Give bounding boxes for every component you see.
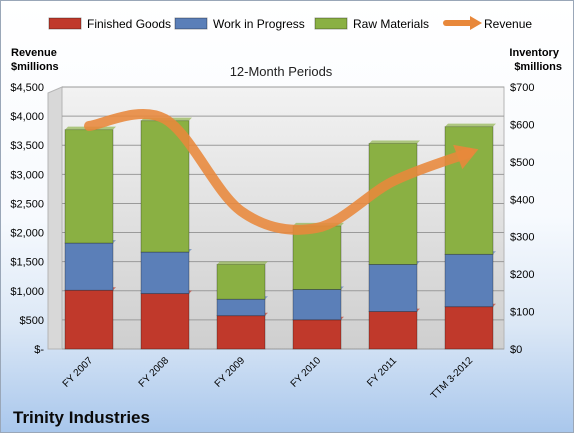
bar-segment [140,120,190,253]
bar-segment [64,289,114,350]
legend-swatch [314,17,348,30]
company-name: Trinity Industries [13,408,150,427]
plot-side-wall [47,86,63,350]
right-tick-label: $600 [510,119,534,131]
legend-label: Work in Progress [213,17,305,31]
bar-segment [216,315,266,350]
bar-segment-top [217,261,268,265]
right-tick-label: $100 [510,307,534,319]
bar-segment [64,129,114,244]
bar-segment [216,298,266,317]
category-label: FY 2011 [365,355,399,389]
bar-segment-top [445,123,496,127]
bar-segment [368,311,418,350]
right-axis-label-line-2: $millions [514,61,562,73]
bar-segment [444,253,494,308]
right-tick-label: $700 [510,82,534,94]
right-tick-label: $300 [510,232,534,244]
legend-swatch [48,17,82,30]
left-tick-label: $2,000 [10,228,44,240]
bar-segment [64,242,114,291]
category-label: TTM 3-2012 [429,355,476,402]
right-tick-label: $0 [510,344,522,356]
right-axis-label-line-1: Inventory [509,47,559,59]
bar-segment [292,225,342,290]
right-tick-label: $500 [510,157,534,169]
category-label: FY 2008 [137,355,172,390]
category-label: FY 2007 [61,355,96,390]
revenue-line [84,109,474,235]
bar-segment [216,264,266,300]
category-label: FY 2010 [289,355,324,390]
right-tick-label: $400 [510,194,534,206]
left-tick-label: $2,500 [10,198,44,210]
bar-segment [368,264,418,312]
left-tick-label: $500 [20,315,44,327]
left-axis-label-line-2: $millions [11,61,59,73]
legend-arrow-swatch [470,16,482,30]
legend: Finished Goods Work in Progress Raw Materi… [48,16,532,31]
plot-wall [61,86,505,350]
right-axis-label: Inventory $millions [509,47,562,73]
legend-label: Raw Materials [353,17,429,31]
legend-swatch [174,17,208,30]
bar-segment [444,306,494,350]
legend-label: Finished Goods [87,17,171,31]
plot-area: $- $500 $1,000 $1,500 $2,000 $2,500 $3,000 $3,5… [10,82,534,402]
revenue-arrowhead [453,144,479,170]
bar-segment [140,251,190,295]
bar-segment [444,126,494,255]
left-tick-label: $4,500 [10,82,44,94]
left-tick-label: $- [34,344,44,356]
bar-segment [292,319,342,350]
bar-segment [368,143,418,265]
legend-label: Revenue [484,17,532,31]
left-tick-label: $1,000 [10,286,44,298]
bar-segment [292,289,342,321]
category-label: FY 2009 [213,355,248,390]
left-tick-label: $4,000 [10,111,44,123]
bar-segment [140,293,190,350]
left-axis-label: Revenue $millions [11,47,60,73]
left-tick-label: $3,000 [10,169,44,181]
chart-title: 12-Month Periods [230,64,333,79]
left-tick-label: $1,500 [10,257,44,269]
bar-segment-top [369,140,420,144]
right-tick-label: $200 [510,269,534,281]
left-tick-label: $3,500 [10,140,44,152]
left-axis-label-line-1: Revenue [11,47,57,59]
